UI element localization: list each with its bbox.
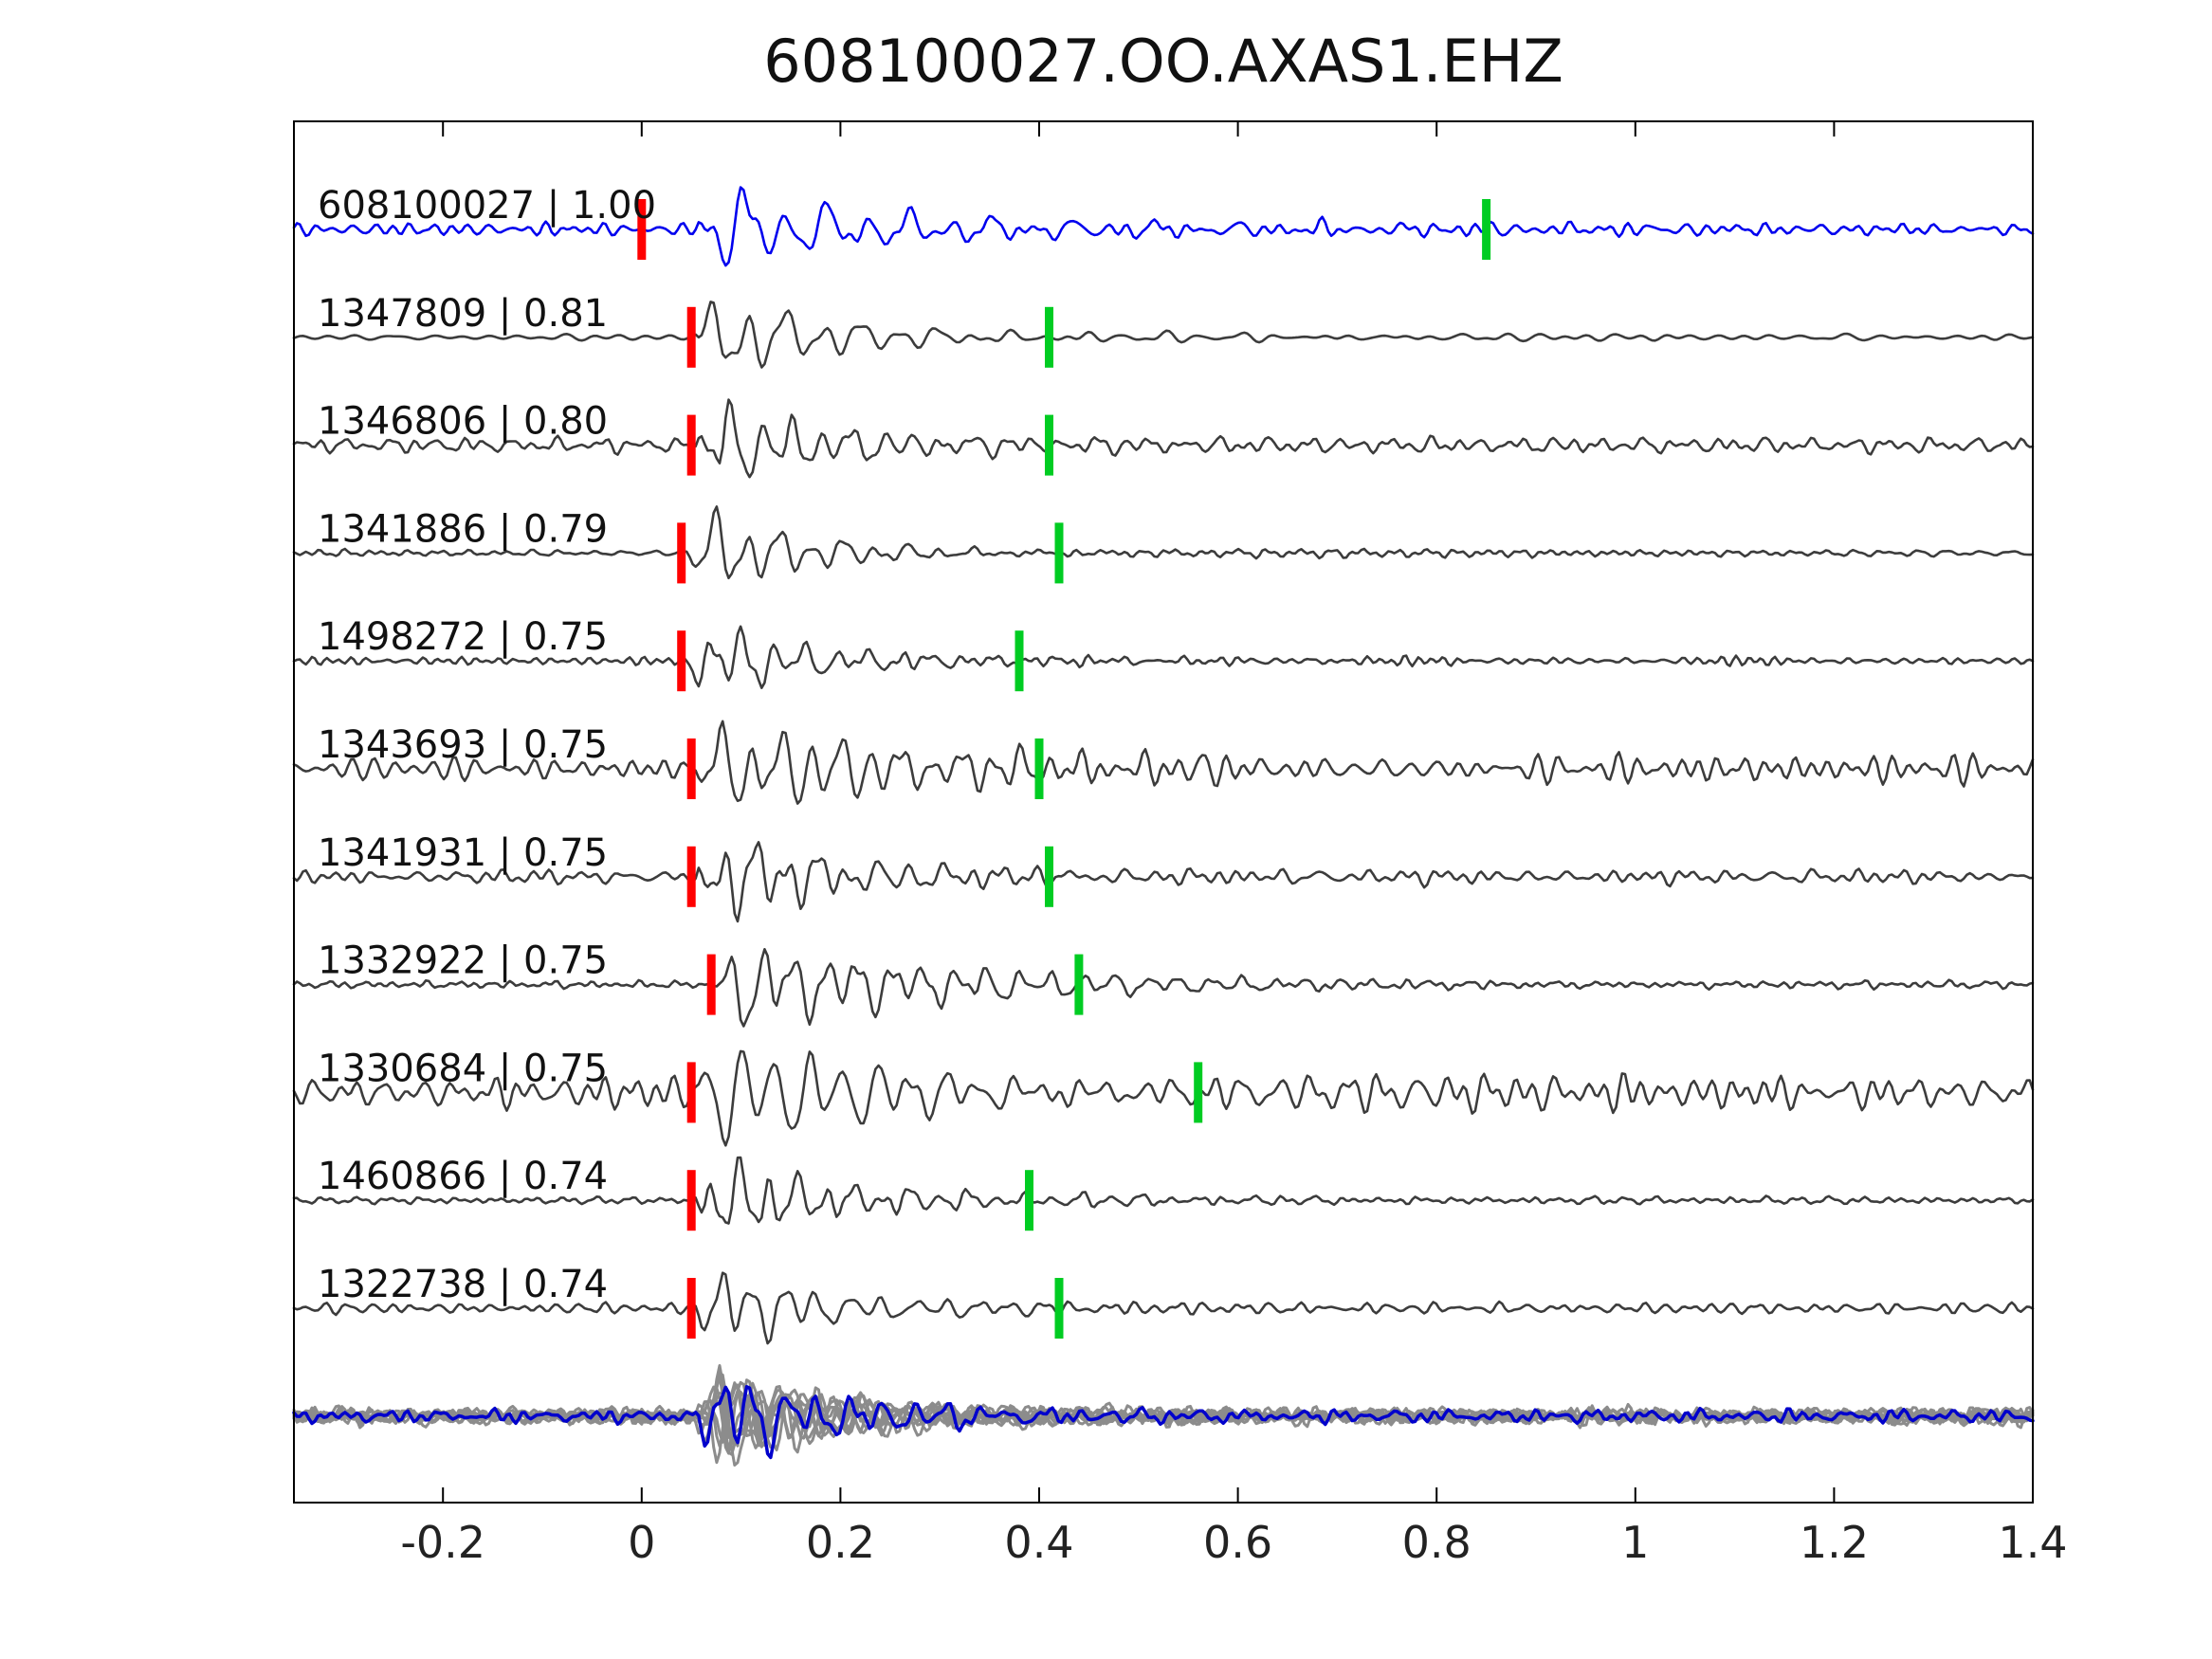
x-axis-tick-label: 1 — [1621, 1517, 1649, 1568]
trace-label: 1332922 | 0.75 — [318, 939, 608, 983]
green-pick-marker — [1194, 1062, 1203, 1123]
red-pick-marker — [677, 630, 686, 692]
x-axis-tick-label: 1.2 — [1800, 1517, 1869, 1568]
trace-label: 1330684 | 0.75 — [318, 1047, 608, 1090]
green-pick-marker — [1045, 414, 1053, 476]
detection-waveform-trace — [292, 1156, 2035, 1225]
detection-waveform-trace — [292, 505, 2035, 580]
template-waveform-trace — [292, 186, 2035, 267]
x-axis-tick-label: -0.2 — [400, 1517, 485, 1568]
green-pick-marker — [1054, 1278, 1064, 1339]
green-pick-marker — [1034, 738, 1044, 799]
red-pick-marker — [677, 522, 686, 584]
x-axis-tick-label: 1.4 — [1998, 1517, 2067, 1568]
detection-waveform-trace — [292, 301, 2035, 369]
green-pick-marker — [1482, 199, 1491, 260]
detection-waveform-trace — [292, 841, 2035, 923]
detection-waveform-trace — [292, 398, 2035, 479]
x-axis-tick-label: 0.2 — [806, 1517, 875, 1568]
trace-label: 1343693 | 0.75 — [318, 723, 608, 767]
trace-label: 1347809 | 0.81 — [318, 292, 608, 336]
trace-label: 1498272 | 0.75 — [318, 615, 608, 659]
red-pick-marker — [686, 306, 696, 368]
detection-waveform-trace — [292, 720, 2035, 805]
trace-label: 608100027 | 1.00 — [318, 184, 656, 228]
detection-waveform-trace — [292, 1271, 2035, 1345]
detection-waveform-trace — [292, 947, 2035, 1028]
trace-label: 1341886 | 0.79 — [318, 507, 608, 551]
green-pick-marker — [1054, 522, 1064, 584]
red-pick-marker — [686, 414, 696, 476]
red-pick-marker — [686, 846, 696, 907]
x-axis-tick-label: 0 — [628, 1517, 655, 1568]
green-pick-marker — [1045, 306, 1053, 368]
trace-label: 1322738 | 0.74 — [318, 1263, 608, 1306]
green-pick-marker — [1025, 1170, 1033, 1231]
green-pick-marker — [1074, 954, 1084, 1015]
x-axis-tick-label: 0.8 — [1402, 1517, 1472, 1568]
x-axis-tick-label: 0.4 — [1004, 1517, 1073, 1568]
stack-template-overlay-trace — [292, 1385, 2035, 1460]
green-pick-marker — [1045, 846, 1053, 907]
green-pick-marker — [1015, 630, 1024, 692]
trace-label: 1460866 | 0.74 — [318, 1155, 608, 1198]
plot-border — [293, 120, 2034, 1504]
red-pick-marker — [686, 1062, 696, 1123]
detection-waveform-trace — [292, 1049, 2035, 1147]
trace-label: 1341931 | 0.75 — [318, 831, 608, 875]
red-pick-marker — [686, 1278, 696, 1339]
detection-waveform-trace — [292, 625, 2035, 689]
trace-label: 1346806 | 0.80 — [318, 400, 608, 444]
chart-title: 608100027.OO.AXAS1.EHZ — [763, 27, 1563, 96]
stack-gray-trace — [292, 1364, 2035, 1448]
x-axis-tick-label: 0.6 — [1203, 1517, 1272, 1568]
red-pick-marker — [686, 738, 696, 799]
red-pick-marker — [686, 1170, 696, 1231]
red-pick-marker — [706, 954, 716, 1015]
red-pick-marker — [637, 199, 647, 260]
